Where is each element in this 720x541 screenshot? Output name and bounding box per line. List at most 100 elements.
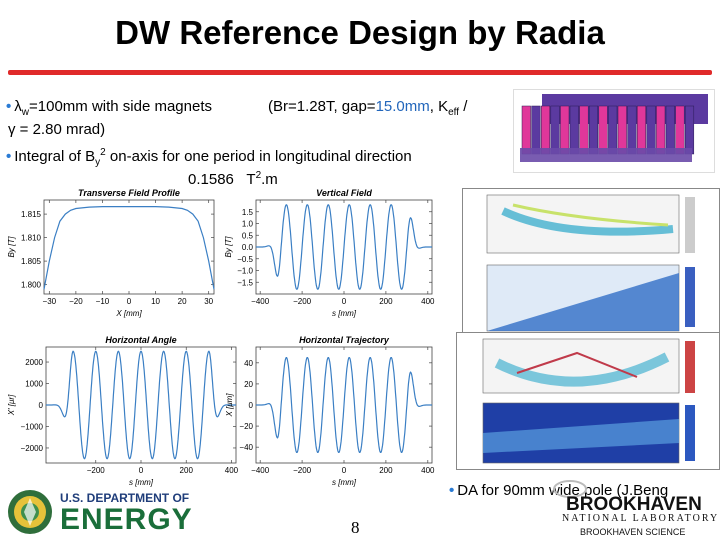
x-tick-label: 20 <box>178 297 187 306</box>
by-subscript: y <box>95 157 101 168</box>
da-plot-lower <box>456 332 720 470</box>
y-tick-label: −1.0 <box>237 267 253 276</box>
x-tick-label: 200 <box>180 466 194 475</box>
page-number: 8 <box>351 518 360 537</box>
x-tick-label: −400 <box>251 297 270 306</box>
chart-title: Vertical Field <box>316 188 372 198</box>
y-tick-label: 1.800 <box>21 281 42 290</box>
x-tick-label: 0 <box>342 466 347 475</box>
unit-text: T <box>246 171 256 188</box>
x-tick-label: 10 <box>151 297 160 306</box>
magnet-block <box>646 105 656 155</box>
da-plot-upper-image <box>486 194 695 332</box>
magnet-block <box>560 105 570 155</box>
magnet-block <box>617 105 627 155</box>
y-tick-label: 0.0 <box>242 243 254 252</box>
y-axis-label: By [T] <box>224 236 233 258</box>
magnet-block <box>656 105 666 155</box>
da-text: DA for 90mm wide pole (J.Beng <box>457 482 669 499</box>
magnet-block <box>598 105 608 155</box>
chart-title: Horizontal Trajectory <box>299 335 390 345</box>
doe-seal-icon <box>8 490 52 534</box>
x-tick-label: −200 <box>87 466 106 475</box>
magnet-block <box>665 105 675 155</box>
doe-seal-logo <box>6 488 54 536</box>
page-title: DW Reference Design by Radia <box>115 14 605 51</box>
y-axis-label: X' [μr] <box>7 394 16 416</box>
y-tick-label: 0 <box>39 401 44 410</box>
bnl-subtitle: NATIONAL LABORATORY <box>562 513 720 524</box>
x-tick-label: 400 <box>225 466 239 475</box>
magnet-block <box>636 105 647 155</box>
doe-line1: U.S. DEPARTMENT OF <box>60 491 190 505</box>
params-text: (Br=1.28T, gap= <box>268 98 376 115</box>
unit-text-rest: .m <box>261 171 278 188</box>
y-tick-label: 0.5 <box>242 231 254 240</box>
integral-text: Integral of B <box>14 148 96 165</box>
y-tick-label: 1000 <box>25 380 43 389</box>
keff-subscript: eff <box>448 107 460 118</box>
period-text: =100mm with side magnets <box>29 98 213 115</box>
y-tick-label: 20 <box>244 380 253 389</box>
bullet-field-integral: • Integral of By2 on-axis for one period … <box>6 147 412 168</box>
magnet-block <box>588 105 599 155</box>
x-tick-label: −20 <box>69 297 83 306</box>
series-line <box>256 357 432 453</box>
magnet-block <box>608 105 618 155</box>
y-axis-label: X [μm] <box>225 393 234 418</box>
x-tick-label: −200 <box>293 466 312 475</box>
bnl-name: BROOKHAVEN <box>566 494 702 515</box>
unit-superscript: 2 <box>255 170 262 181</box>
chart-transverse-field: Transverse Field Profile −30 −20 −10 0 10 20 30… <box>4 186 220 322</box>
chart-title: Horizontal Angle <box>105 335 176 345</box>
y-axis-label: By [T] <box>7 236 16 258</box>
bullet-undulator-period: • λw=100mm with side magnets <box>6 98 212 118</box>
bullet-dot-icon: • <box>449 482 455 499</box>
y-tick-label: −0.5 <box>237 255 253 264</box>
keff-text: , K <box>429 98 449 115</box>
gap-value: 15.0mm <box>375 98 430 115</box>
y-tick-label: −2000 <box>21 444 44 453</box>
gamma-line: γ = 2.80 mrad) <box>8 121 106 138</box>
chart-title: Transverse Field Profile <box>78 188 180 198</box>
da-plot-upper <box>462 188 720 336</box>
x-axis-label: s [mm] <box>332 478 357 487</box>
da-plot-lower-image <box>482 338 695 464</box>
magnet-parameters: (Br=1.28T, gap=15.0mm, Keff / <box>268 98 467 118</box>
integral-value-line: 0.1586 T2.m <box>188 170 278 188</box>
chart-vertical-field-svg: Vertical Field −400 −200 0 200 400 1.5 1.0 0.5 0.… <box>224 188 435 318</box>
title-rule <box>8 70 712 75</box>
y-tick-label: −1000 <box>21 422 44 431</box>
series-line <box>43 206 215 290</box>
by-superscript: 2 <box>100 147 106 158</box>
series-line <box>256 204 432 290</box>
x-tick-label: 0 <box>127 297 132 306</box>
magnet-block <box>627 105 637 155</box>
lambda-symbol: λ <box>14 98 22 115</box>
x-axis-label: s [mm] <box>332 309 357 318</box>
x-tick-label: 400 <box>421 466 435 475</box>
plot-frame <box>45 346 237 464</box>
y-tick-label: 1.810 <box>21 234 42 243</box>
magnet-block <box>569 105 579 155</box>
y-tick-label: 2000 <box>25 358 43 367</box>
magnet-block <box>675 105 685 155</box>
y-tick-label: 1.5 <box>242 208 254 217</box>
y-tick-label: 1.0 <box>242 220 254 229</box>
x-tick-label: 200 <box>379 466 393 475</box>
y-tick-label: 40 <box>244 359 253 368</box>
x-tick-label: 0 <box>139 466 144 475</box>
chart-horizontal-angle-svg: Horizontal Angle−200 0 200 400200010000−100… <box>7 335 239 487</box>
y-tick-label: 0 <box>249 401 254 410</box>
x-axis-label: s [mm] <box>129 478 154 487</box>
x-tick-label: 200 <box>379 297 393 306</box>
slash-text: / <box>459 98 468 115</box>
integral-text-rest: on-axis for one period in longitudinal d… <box>105 148 412 165</box>
magnet-block <box>521 105 531 155</box>
x-tick-label: −30 <box>43 297 57 306</box>
series-line <box>46 350 236 460</box>
chart-horizontal-angle: Horizontal Angle −200 0 200 400 2000 1000 0 −100… <box>4 333 240 493</box>
y-tick-label: −20 <box>239 422 253 431</box>
magnet-3d-render <box>513 89 715 173</box>
colorbar-upper <box>685 197 695 253</box>
